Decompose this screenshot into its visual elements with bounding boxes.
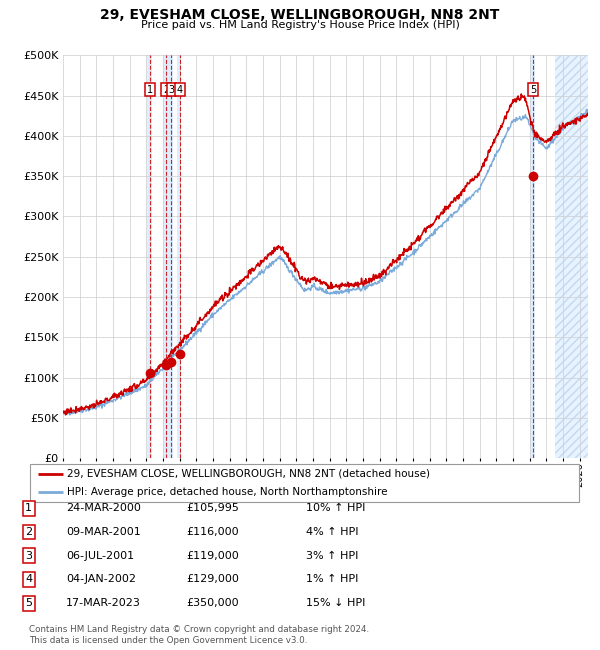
Text: 3% ↑ HPI: 3% ↑ HPI <box>306 551 358 561</box>
Text: 3: 3 <box>25 551 32 561</box>
Bar <box>163 55 168 458</box>
Text: This data is licensed under the Open Government Licence v3.0.: This data is licensed under the Open Gov… <box>29 636 307 645</box>
Bar <box>530 55 535 458</box>
Text: 29, EVESHAM CLOSE, WELLINGBOROUGH, NN8 2NT (detached house): 29, EVESHAM CLOSE, WELLINGBOROUGH, NN8 2… <box>67 469 430 479</box>
Bar <box>169 55 173 458</box>
Bar <box>177 55 181 458</box>
Text: 29, EVESHAM CLOSE, WELLINGBOROUGH, NN8 2NT: 29, EVESHAM CLOSE, WELLINGBOROUGH, NN8 2… <box>100 8 500 22</box>
Text: £119,000: £119,000 <box>186 551 239 561</box>
Text: 3: 3 <box>169 84 175 94</box>
Text: 06-JUL-2001: 06-JUL-2001 <box>66 551 134 561</box>
Bar <box>554 55 588 458</box>
Text: 2: 2 <box>25 527 32 537</box>
Bar <box>147 55 152 458</box>
Text: 4: 4 <box>25 575 32 584</box>
Text: 1% ↑ HPI: 1% ↑ HPI <box>306 575 358 584</box>
Text: 5: 5 <box>25 598 32 608</box>
Text: 09-MAR-2001: 09-MAR-2001 <box>66 527 141 537</box>
Text: 5: 5 <box>530 84 536 94</box>
Bar <box>554 55 588 458</box>
Text: Contains HM Land Registry data © Crown copyright and database right 2024.: Contains HM Land Registry data © Crown c… <box>29 625 369 634</box>
Text: £129,000: £129,000 <box>186 575 239 584</box>
Text: 10% ↑ HPI: 10% ↑ HPI <box>306 503 365 514</box>
Text: 1: 1 <box>25 503 32 514</box>
Text: 24-MAR-2000: 24-MAR-2000 <box>66 503 141 514</box>
Text: Price paid vs. HM Land Registry's House Price Index (HPI): Price paid vs. HM Land Registry's House … <box>140 20 460 29</box>
Text: 4: 4 <box>177 84 183 94</box>
Text: 1: 1 <box>147 84 153 94</box>
Text: 04-JAN-2002: 04-JAN-2002 <box>66 575 136 584</box>
Text: 17-MAR-2023: 17-MAR-2023 <box>66 598 141 608</box>
Text: £350,000: £350,000 <box>186 598 239 608</box>
Text: 15% ↓ HPI: 15% ↓ HPI <box>306 598 365 608</box>
Text: 2: 2 <box>163 84 169 94</box>
FancyBboxPatch shape <box>30 464 579 502</box>
Text: £116,000: £116,000 <box>186 527 239 537</box>
Text: £105,995: £105,995 <box>186 503 239 514</box>
Text: HPI: Average price, detached house, North Northamptonshire: HPI: Average price, detached house, Nort… <box>67 487 388 497</box>
Text: 4% ↑ HPI: 4% ↑ HPI <box>306 527 359 537</box>
